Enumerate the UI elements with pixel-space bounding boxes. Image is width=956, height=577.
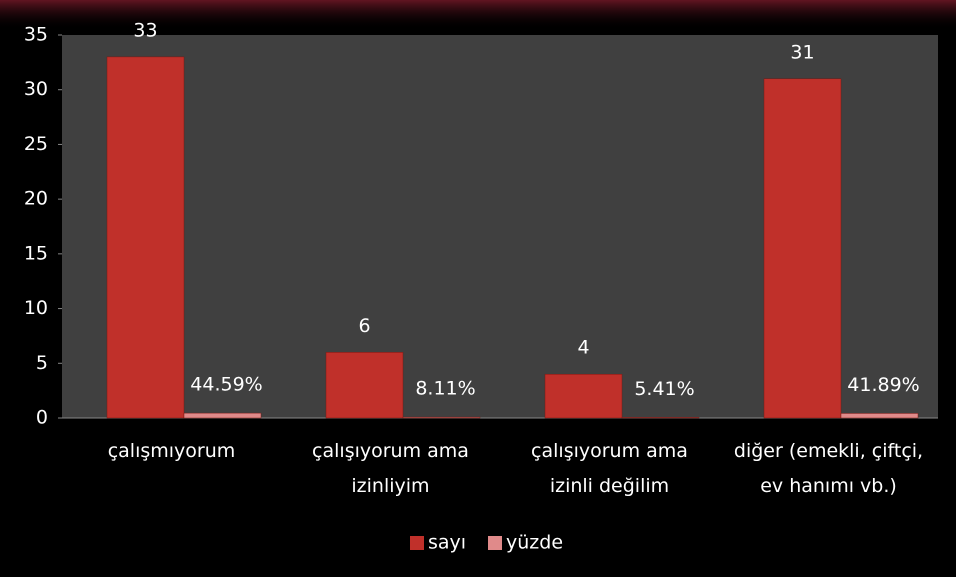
- bar: [402, 416, 481, 419]
- y-tick-label: 0: [36, 407, 48, 429]
- legend-swatch: [488, 536, 502, 550]
- bar: [183, 412, 262, 419]
- x-tick-label: diğer (emekli, çiftçi, ev hanımı vb.): [733, 440, 924, 497]
- data-label: 41.89%: [847, 374, 919, 396]
- data-label: 4: [577, 337, 589, 359]
- legend-label: sayı: [428, 532, 466, 554]
- y-tick-label: 30: [24, 78, 48, 100]
- bar: [621, 417, 700, 419]
- data-label: 44.59%: [190, 374, 262, 396]
- data-label: 33: [133, 19, 157, 41]
- legend-swatch: [410, 536, 424, 550]
- bar: [544, 373, 623, 419]
- bar: [840, 413, 919, 419]
- top-decoration: [0, 0, 956, 30]
- y-tick-label: 5: [36, 352, 48, 374]
- x-tick-label: çalışıyorum ama izinliyim: [312, 440, 469, 497]
- y-tick-label: 25: [24, 133, 48, 155]
- bar: [106, 56, 185, 419]
- bar: [325, 352, 404, 419]
- y-tick-label: 10: [24, 297, 48, 319]
- y-tick-label: 15: [24, 242, 48, 264]
- x-tick-label: çalışıyorum ama izinli değilim: [531, 440, 688, 497]
- bar: [763, 78, 842, 419]
- y-tick-label: 20: [24, 188, 48, 210]
- data-label: 5.41%: [634, 378, 694, 400]
- legend-label: yüzde: [506, 532, 563, 554]
- data-label: 6: [358, 315, 370, 337]
- x-tick-label: çalışmıyorum: [107, 440, 236, 462]
- y-tick-label: 35: [24, 24, 48, 46]
- data-label: 31: [790, 41, 814, 63]
- data-label: 8.11%: [415, 378, 475, 400]
